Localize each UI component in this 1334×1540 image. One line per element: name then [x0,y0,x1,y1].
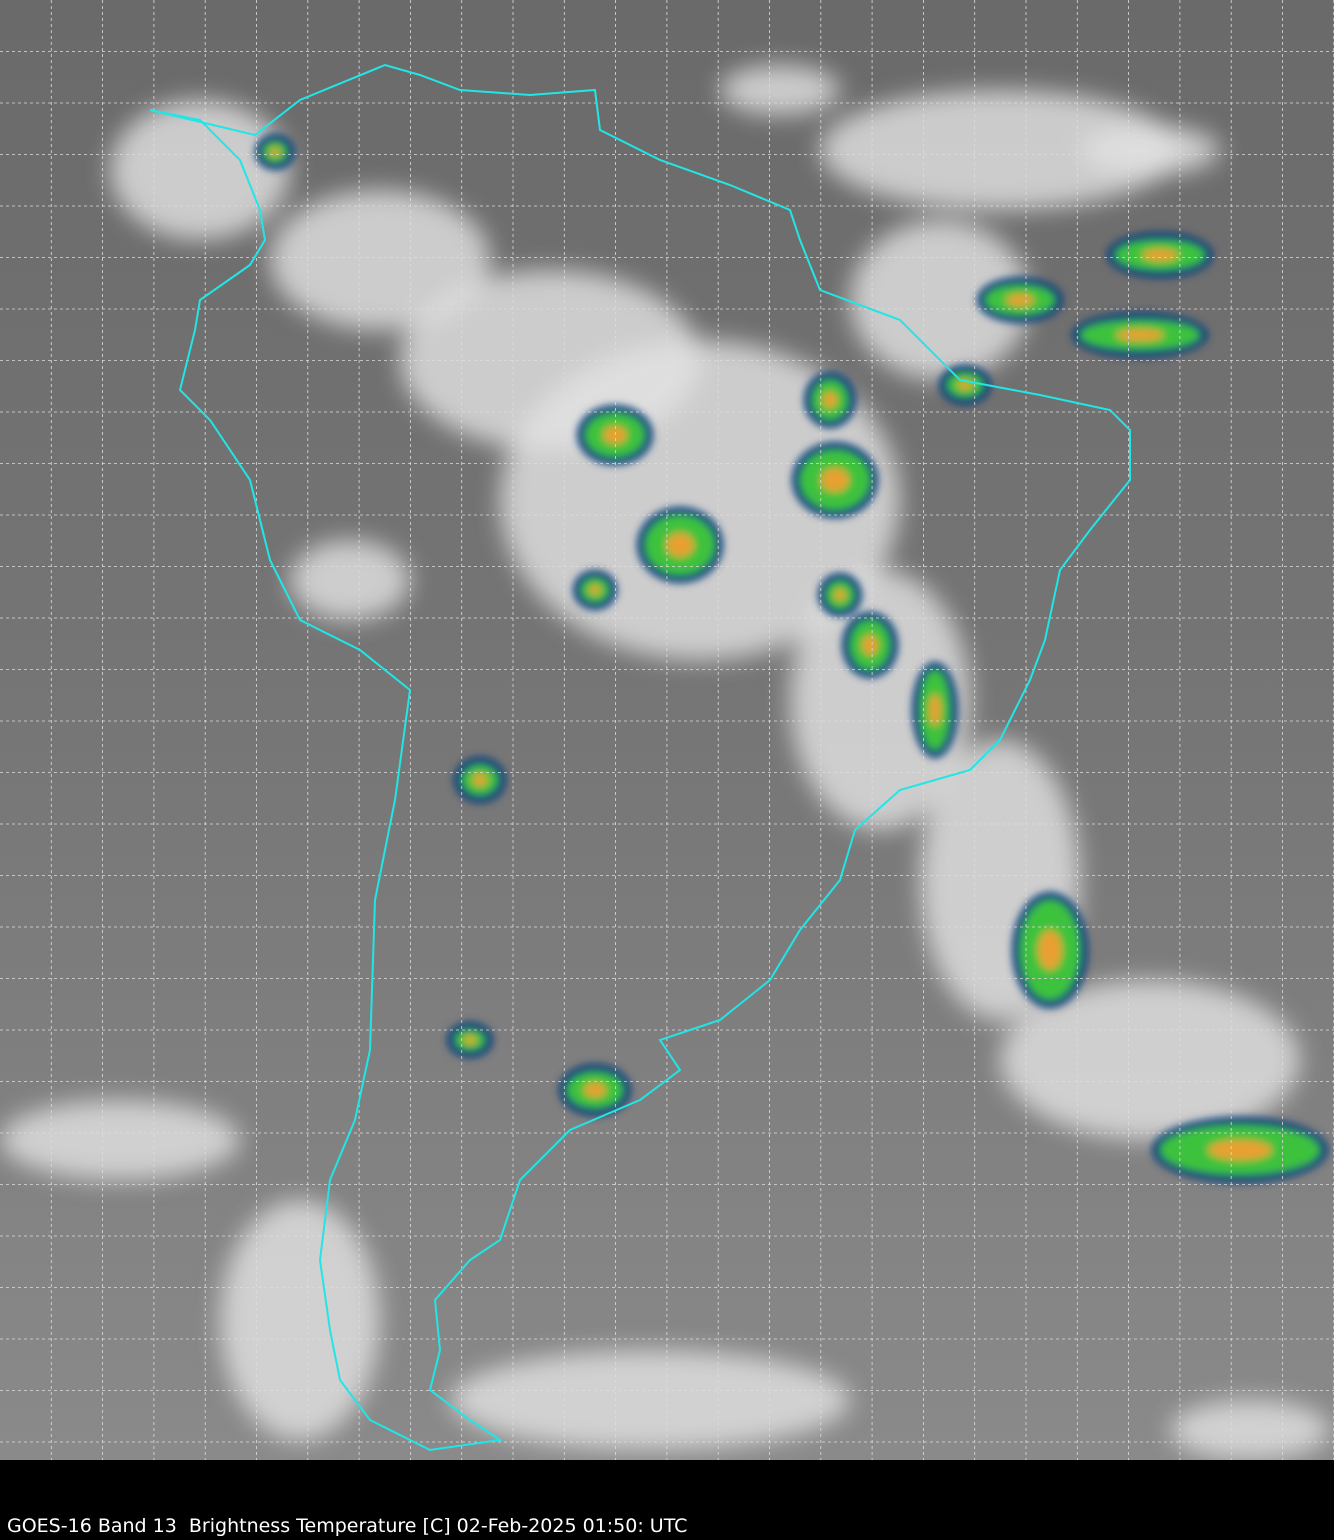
cold-cloud-core [270,148,280,156]
cold-cloud-core [1208,1140,1272,1160]
cold-cloud-core [822,392,838,408]
cloud [270,190,490,330]
cloud [110,100,290,240]
cold-cloud-core [1038,930,1062,970]
cold-cloud-core [472,774,488,786]
cloud [790,570,970,830]
cloud [400,270,700,450]
cold-cloud-core [834,589,846,601]
cloud [0,1100,240,1180]
lat-lon-grid [0,0,1334,1460]
convective-cells [255,134,1328,1183]
south-america-coastline [149,63,1131,1452]
cloud [720,65,840,115]
cold-cloud-core [929,694,941,726]
cloud [850,220,1030,380]
cloud [820,90,1180,210]
cold-cloud-core [464,1036,476,1044]
cloud [1170,1400,1330,1460]
satellite-map [0,0,1334,1460]
cloud [1080,125,1220,175]
cold-cloud-core [1142,249,1178,261]
cloud [450,1350,850,1450]
cold-cloud-core [583,1082,607,1098]
cloud [290,540,410,620]
cold-cloud-core [1116,329,1164,341]
cold-cloud-core [589,585,601,595]
cold-cloud-core [862,635,878,655]
ir-background [0,0,1334,1460]
cold-cloud-core [821,468,849,492]
cold-cloud-core [666,533,694,557]
image-caption: GOES-16 Band 13 Brightness Temperature [… [7,1515,688,1537]
cloud [1000,980,1300,1140]
cold-cloud-core [603,426,627,444]
cold-cloud-core [1006,294,1034,306]
